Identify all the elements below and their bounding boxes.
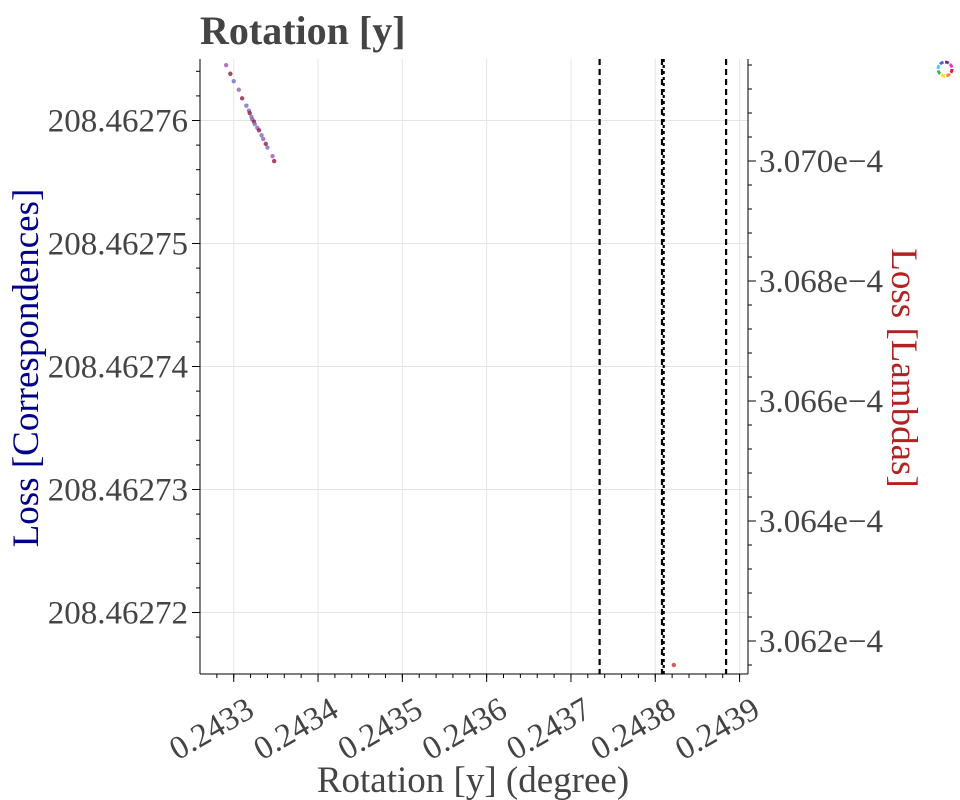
data-point	[261, 136, 266, 142]
data-point	[247, 110, 252, 116]
data-point	[271, 158, 277, 164]
x-tick-label: 0.2437	[501, 691, 598, 768]
y-axis-right: 3.062e−4 3.064e−4 3.066e−4 3.068e−4 3.070e−4	[748, 64, 883, 666]
data-points	[223, 62, 677, 668]
y2-tick-label: 3.068e−4	[759, 264, 883, 300]
data-point	[270, 153, 275, 159]
y2-tick-label: 3.066e−4	[759, 384, 883, 420]
x-axis-label: Rotation [y] (degree)	[317, 760, 629, 800]
data-point	[252, 121, 257, 127]
data-point	[671, 662, 677, 668]
data-point	[236, 87, 241, 92]
grid	[200, 59, 748, 674]
y-tick-label: 208.46275	[48, 227, 188, 263]
bokeh-logo-icon	[936, 60, 954, 78]
data-point	[259, 133, 264, 138]
x-tick-label: 0.2436	[416, 691, 513, 768]
data-point	[239, 96, 245, 101]
data-point	[263, 141, 268, 147]
data-point	[223, 62, 229, 68]
data-point	[231, 78, 236, 84]
data-point	[256, 128, 262, 133]
data-point	[228, 71, 233, 76]
y2-tick-label: 3.062e−4	[759, 624, 883, 660]
y-axis-left: 208.46272 208.46273 208.46274 208.46275 208.…	[48, 70, 200, 638]
x-tick-label: 0.2439	[669, 691, 766, 768]
y-tick-label: 208.46274	[48, 350, 188, 386]
y-tick-label: 208.46272	[48, 596, 188, 632]
y2-axis-label: Loss [Lambdas]	[883, 248, 924, 487]
y-tick-label: 208.46276	[48, 104, 188, 140]
data-point	[244, 103, 249, 108]
reference-lines	[598, 59, 728, 674]
y2-tick-label: 3.064e−4	[759, 504, 883, 540]
data-point	[265, 145, 270, 150]
x-tick-label: 0.2433	[164, 691, 261, 768]
y-axis-label: Loss [Correspondences]	[6, 189, 47, 548]
x-axis: 0.24330.24340.24350.24360.24370.24380.24…	[164, 674, 766, 768]
x-tick-label: 0.2435	[332, 691, 429, 768]
chart-title: Rotation [y]	[200, 8, 406, 53]
x-tick-label: 0.2434	[248, 691, 345, 768]
y2-tick-label: 3.070e−4	[759, 144, 883, 180]
y-tick-label: 208.46273	[48, 473, 188, 509]
x-tick-label: 0.2438	[585, 691, 682, 768]
